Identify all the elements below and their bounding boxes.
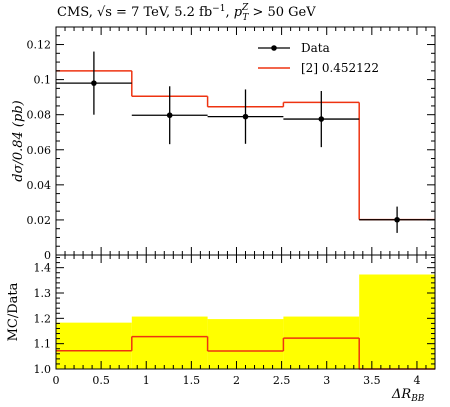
x-tick-label: 2.5	[273, 374, 291, 387]
x-tick-label: 0	[53, 374, 60, 387]
ratio-band-bin	[359, 274, 435, 369]
main-y-tick-label: 0.02	[27, 214, 52, 227]
data-point	[242, 113, 249, 120]
data-point	[394, 216, 400, 223]
ratio-y-tick-label: 1.0	[34, 363, 52, 376]
legend-data-marker	[271, 45, 277, 51]
legend: Data [2] 0.452122	[258, 41, 379, 75]
main-plot-area	[56, 51, 435, 233]
main-y-tick-label: 0.06	[27, 144, 52, 157]
legend-data-label: Data	[301, 41, 330, 55]
main-panel: 0 0.02 0.04 0.06 0.08 0.1 0.12 dσ/0.84 (pb) Da…	[11, 26, 436, 262]
main-y-tick-label: 0.04	[27, 179, 52, 192]
main-x-axis	[55, 27, 436, 255]
ratio-x-axis: 0 0.5 1 1.5 2 2.5 3 3.5 4	[53, 255, 436, 387]
ratio-panel: 1.0 1.1 1.2 1.3 1.4 0 0.5 1 1.5 2 2.5 3 3.5 4 MC/Dat…	[6, 254, 436, 404]
data-point	[91, 80, 97, 86]
ratio-y-axis-label: MC/Data	[6, 282, 21, 341]
data-point	[318, 116, 325, 122]
x-tick-label: 4	[413, 374, 420, 387]
data-point	[166, 112, 173, 119]
main-y-tick-label: 0.08	[27, 109, 52, 122]
main-y-axis-label: dσ/0.84 (pb)	[11, 100, 26, 181]
ratio-y-tick-label: 1.4	[34, 262, 52, 275]
x-tick-label: 3.5	[363, 374, 381, 387]
plot-title: CMS, √s = 7 TeV, 5.2 fb−1, pZ T > 50 GeV	[57, 3, 316, 23]
ratio-band-bin	[56, 322, 132, 369]
x-tick-label: 2	[233, 374, 240, 387]
main-y-axis: 0 0.02 0.04 0.06 0.08 0.1 0.12	[27, 26, 435, 262]
ratio-y-tick-label: 1.2	[34, 312, 52, 325]
main-y-tick-label: 0	[44, 249, 51, 262]
x-tick-label: 3	[323, 374, 330, 387]
ratio-band-bin	[131, 316, 208, 369]
main-y-tick-label: 0.12	[27, 39, 52, 52]
legend-mc-label: [2] 0.452122	[301, 61, 379, 75]
ratio-y-axis: 1.0 1.1 1.2 1.3 1.4	[34, 257, 435, 376]
x-axis-label: ΔRBB	[391, 387, 425, 404]
ratio-band-bin	[207, 319, 284, 369]
ratio-plot-area	[56, 274, 435, 370]
ratio-y-tick-label: 1.1	[34, 338, 52, 351]
x-tick-label: 1.5	[183, 374, 201, 387]
ratio-y-tick-label: 1.3	[34, 287, 52, 300]
ratio-band-bin	[283, 316, 360, 369]
x-tick-label: 1	[143, 374, 150, 387]
main-y-tick-label: 0.1	[34, 74, 52, 87]
x-tick-label: 0.5	[92, 374, 110, 387]
